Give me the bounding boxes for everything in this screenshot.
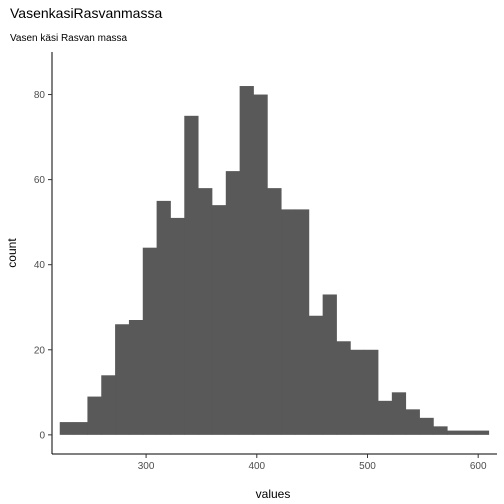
y-tick-label: 0 <box>39 430 45 441</box>
y-tick-label: 40 <box>34 260 46 271</box>
histogram-bar-19 <box>322 294 337 435</box>
histogram-bar-9 <box>184 115 199 435</box>
histogram-bar-25 <box>405 409 420 435</box>
y-axis-title: count <box>5 238 19 268</box>
histogram-bar-22 <box>364 349 379 435</box>
histogram-bar-1 <box>73 422 88 435</box>
chart-subtitle: Vasen käsi Rasvan massa <box>10 33 128 44</box>
histogram-bar-28 <box>447 430 462 435</box>
histogram-bar-2 <box>87 396 102 435</box>
histogram-bar-26 <box>419 417 434 435</box>
histogram-bar-23 <box>378 400 393 435</box>
histogram-bar-6 <box>142 247 158 435</box>
x-axis-ticks: 300 400 500 600 <box>138 454 487 472</box>
histogram-bar-29 <box>461 430 476 435</box>
x-tick-label: 600 <box>470 461 487 472</box>
y-tick-label: 60 <box>34 175 46 186</box>
y-axis-ticks: 0 20 40 60 80 <box>34 90 52 441</box>
histogram-bar-14 <box>253 94 268 435</box>
histogram-bar-16 <box>281 209 296 435</box>
chart-title: VasenkasiRasvanmassa <box>10 5 162 21</box>
bars-group <box>59 86 490 435</box>
histogram-bar-10 <box>198 188 213 435</box>
histogram-bar-20 <box>336 341 351 435</box>
histogram-bar-30 <box>474 430 490 435</box>
histogram-bar-18 <box>308 315 324 435</box>
histogram-bar-13 <box>239 86 254 435</box>
histogram-bar-21 <box>350 349 365 435</box>
histogram-bar-24 <box>391 392 407 435</box>
histogram-bar-27 <box>433 426 448 435</box>
x-tick-label: 300 <box>138 461 155 472</box>
histogram-bar-11 <box>211 205 227 435</box>
histogram-bar-15 <box>267 188 282 435</box>
y-tick-label: 20 <box>34 345 46 356</box>
histogram-bar-4 <box>115 324 130 435</box>
histogram-bar-12 <box>225 171 241 435</box>
histogram-bar-5 <box>128 320 144 435</box>
histogram-bar-7 <box>156 200 171 435</box>
x-tick-label: 400 <box>248 461 265 472</box>
histogram-bar-3 <box>101 375 116 435</box>
histogram-bar-17 <box>294 209 310 435</box>
x-axis-title: values <box>256 487 291 501</box>
histogram-bar-0 <box>59 422 74 435</box>
y-tick-label: 80 <box>34 90 46 101</box>
x-tick-label: 500 <box>359 461 376 472</box>
histogram-bar-8 <box>170 217 185 435</box>
